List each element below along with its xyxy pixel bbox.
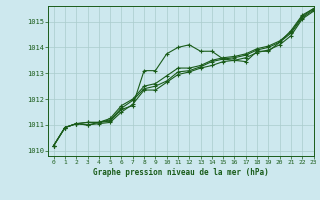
X-axis label: Graphe pression niveau de la mer (hPa): Graphe pression niveau de la mer (hPa) [93, 168, 269, 177]
